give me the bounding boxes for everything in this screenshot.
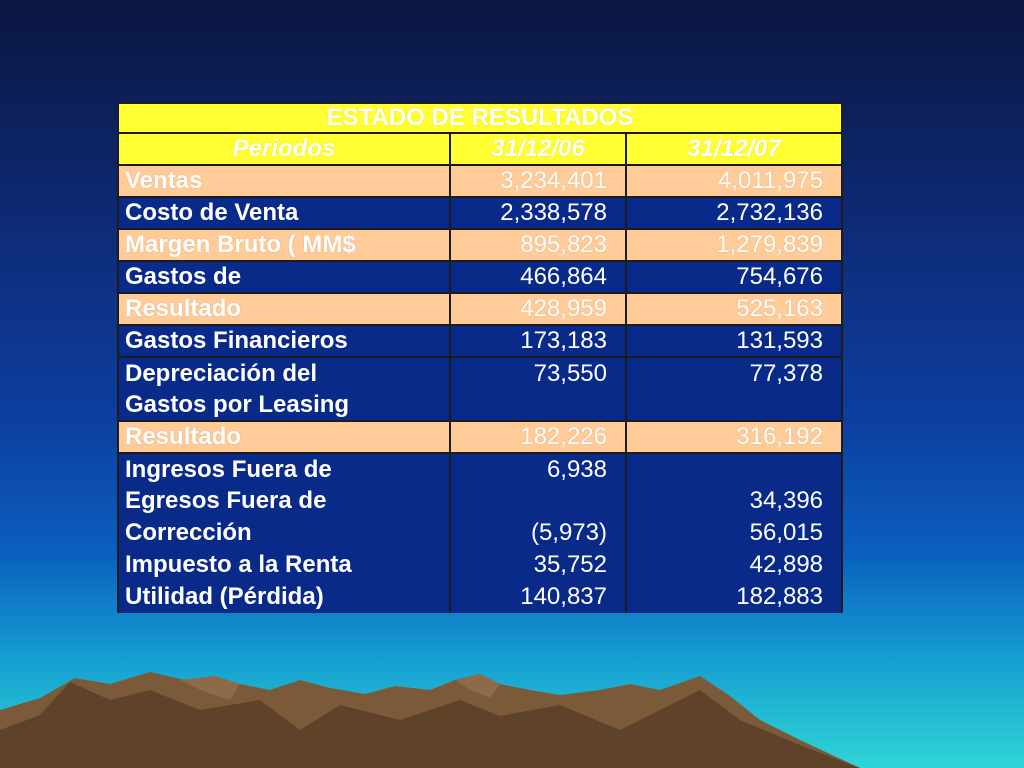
row-label: Ingresos Fuera de xyxy=(117,453,451,485)
row-label: Impuesto a la Renta xyxy=(117,549,451,581)
row-label: Resultado xyxy=(117,420,451,454)
value-2007: 131,593 xyxy=(624,324,844,358)
row-label: Costo de Venta xyxy=(117,196,451,230)
results-table: ESTADO DE RESULTADOS Periodos 31/12/06 3… xyxy=(116,102,844,613)
value-2007 xyxy=(624,453,844,485)
row-label: Resultado xyxy=(117,292,451,326)
value-2007: 2,732,136 xyxy=(624,196,844,230)
value-2006 xyxy=(449,389,627,421)
periods-label: Periodos xyxy=(117,132,451,166)
table-row: Resultado 182,226 316,192 xyxy=(117,420,844,454)
value-2006: 428,959 xyxy=(449,292,627,326)
table-row: Resultado 428,959 525,163 xyxy=(117,292,844,326)
table-row: Gastos por Leasing xyxy=(117,389,844,421)
value-2006: 2,338,578 xyxy=(449,196,627,230)
table-row: Corrección (5,973) 56,015 xyxy=(117,517,844,549)
value-2007: 42,898 xyxy=(624,549,844,581)
table-row: Margen Bruto ( MM$ 895,823 1,279,839 xyxy=(117,228,844,262)
row-label: Gastos Financieros xyxy=(117,324,451,358)
value-2006: 35,752 xyxy=(449,549,627,581)
mountain-shadow xyxy=(0,682,860,768)
mountain-highlight xyxy=(180,676,240,700)
table-title: ESTADO DE RESULTADOS xyxy=(116,102,844,134)
table-row: Costo de Venta 2,338,578 2,732,136 xyxy=(117,196,844,230)
row-label: Ventas xyxy=(117,164,451,198)
table-row: Gastos de 466,864 754,676 xyxy=(117,260,844,294)
row-label: Margen Bruto ( MM$ xyxy=(117,228,451,262)
value-2007: 56,015 xyxy=(624,517,844,549)
value-2007: 77,378 xyxy=(624,357,844,389)
table-row: Egresos Fuera de 34,396 xyxy=(117,485,844,517)
value-2006: 182,226 xyxy=(449,420,627,454)
row-label: Utilidad (Pérdida) xyxy=(117,581,451,613)
row-label: Corrección xyxy=(117,517,451,549)
row-label: Gastos de xyxy=(117,260,451,294)
periods-header-row: Periodos 31/12/06 31/12/07 xyxy=(117,132,844,166)
income-statement-table: ESTADO DE RESULTADOS Periodos 31/12/06 3… xyxy=(116,102,844,613)
value-2006: 895,823 xyxy=(449,228,627,262)
value-2006: 140,837 xyxy=(449,581,627,613)
table-title-row: ESTADO DE RESULTADOS xyxy=(116,102,844,134)
value-2007: 525,163 xyxy=(624,292,844,326)
value-2006: 73,550 xyxy=(449,357,627,389)
table-row: Utilidad (Pérdida) 140,837 182,883 xyxy=(117,581,844,613)
mountain-highlight-2 xyxy=(455,674,500,698)
value-2006: 466,864 xyxy=(449,260,627,294)
value-2007: 754,676 xyxy=(624,260,844,294)
value-2006: 3,234,401 xyxy=(449,164,627,198)
value-2006: (5,973) xyxy=(449,517,627,549)
value-2006: 6,938 xyxy=(449,453,627,485)
table-row: Gastos Financieros 173,183 131,593 xyxy=(117,324,844,358)
period-2007-header: 31/12/07 xyxy=(624,132,844,166)
table-row: Impuesto a la Renta 35,752 42,898 xyxy=(117,549,844,581)
period-2006-header: 31/12/06 xyxy=(449,132,627,166)
value-2007: 4,011,975 xyxy=(624,164,844,198)
table-row: Depreciación del 73,550 77,378 xyxy=(117,357,844,389)
value-2006: 173,183 xyxy=(449,324,627,358)
row-label: Egresos Fuera de xyxy=(117,485,451,517)
value-2007: 1,279,839 xyxy=(624,228,844,262)
row-label: Depreciación del xyxy=(117,357,451,389)
value-2007 xyxy=(624,389,844,421)
row-label: Gastos por Leasing xyxy=(117,389,451,421)
value-2007: 34,396 xyxy=(624,485,844,517)
table-row: Ingresos Fuera de 6,938 xyxy=(117,453,844,485)
value-2006 xyxy=(449,485,627,517)
table-row: Ventas 3,234,401 4,011,975 xyxy=(117,164,844,198)
value-2007: 316,192 xyxy=(624,420,844,454)
value-2007: 182,883 xyxy=(624,581,844,613)
